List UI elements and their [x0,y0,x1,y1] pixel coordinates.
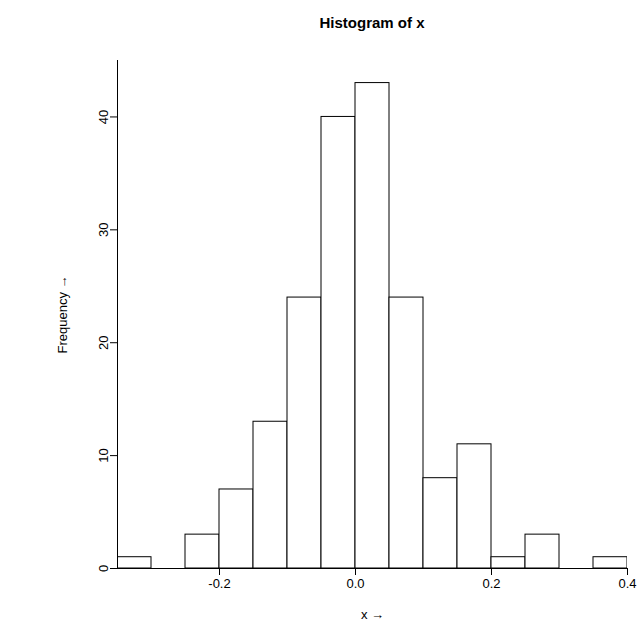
svg-text:x →: x → [361,607,384,622]
svg-text:0.0: 0.0 [346,576,364,591]
svg-text:0.2: 0.2 [482,576,500,591]
svg-text:40: 40 [96,110,111,124]
html-text:Histogram of x: Histogram of x [319,14,425,31]
svg-text:0.4: 0.4 [618,576,636,591]
svg-text:20: 20 [96,335,111,349]
svg-text:0: 0 [96,565,111,572]
svg-text:Frequency →: Frequency → [55,275,70,353]
svg-text:-0.2: -0.2 [208,576,230,591]
svg-text:10: 10 [96,448,111,462]
svg-text:30: 30 [96,223,111,237]
